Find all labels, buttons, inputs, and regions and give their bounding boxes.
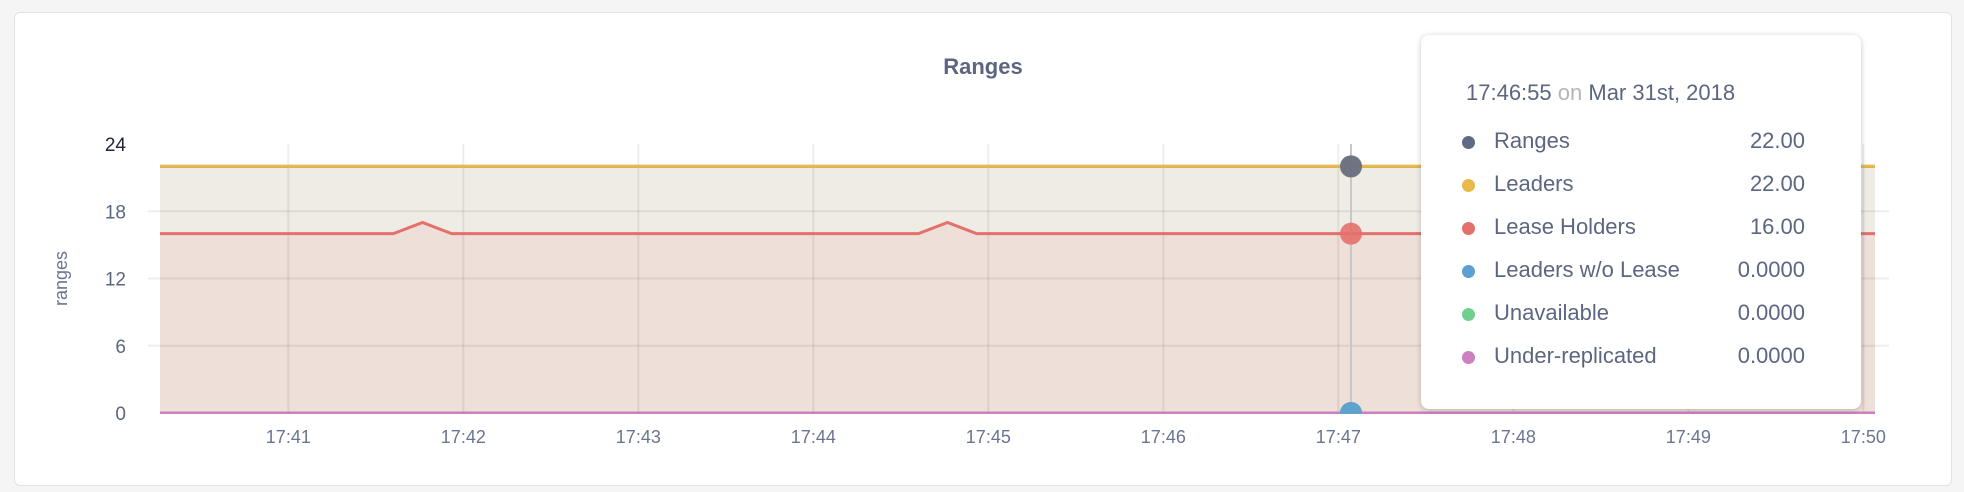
tooltip-row: Unavailable 0.0000 xyxy=(1455,300,1805,330)
tooltip-timestamp: 17:46:55 on Mar 31st, 2018 xyxy=(1466,80,1735,106)
hover-tooltip: 17:46:55 on Mar 31st, 2018 Ranges 22.00 Le… xyxy=(1421,35,1861,409)
x-tick-label: 17:49 xyxy=(1666,427,1711,447)
tooltip-row: Leaders 22.00 xyxy=(1455,171,1805,201)
tooltip-series-name: Under-replicated xyxy=(1494,343,1657,368)
hover-marker-lease-holders xyxy=(1340,222,1362,245)
y-tick-label: 12 xyxy=(105,270,126,291)
y-axis-label: ranges xyxy=(51,251,71,306)
tooltip-series-name: Leaders xyxy=(1494,171,1574,196)
tooltip-series-value: 22.00 xyxy=(1749,128,1805,153)
tooltip-row: Ranges 22.00 xyxy=(1455,128,1805,158)
legend-dot-icon xyxy=(1462,222,1475,235)
tooltip-series-name: Lease Holders xyxy=(1494,214,1636,239)
y-tick-label: 24 xyxy=(105,135,127,156)
tooltip-row: Lease Holders 16.00 xyxy=(1455,214,1805,244)
legend-dot-icon xyxy=(1462,179,1475,192)
x-tick-label: 17:45 xyxy=(966,427,1011,447)
tooltip-date: Mar 31st, 2018 xyxy=(1588,80,1736,105)
tooltip-series-value: 22.00 xyxy=(1749,171,1805,196)
x-tick-label: 17:50 xyxy=(1841,427,1886,447)
series-line-lease-holders xyxy=(160,220,1875,236)
x-tick-label: 17:44 xyxy=(791,427,836,447)
tooltip-series-name: Unavailable xyxy=(1494,300,1609,325)
tooltip-series-value: 0.0000 xyxy=(1737,257,1805,282)
tooltip-series-value: 16.00 xyxy=(1749,214,1805,239)
tooltip-row: Under-replicated 0.0000 xyxy=(1455,343,1805,373)
y-tick-label: 6 xyxy=(115,337,126,358)
y-tick-label: 0 xyxy=(115,404,126,425)
x-tick-label: 17:47 xyxy=(1316,427,1361,447)
tooltip-on: on xyxy=(1557,80,1583,105)
x-tick-label: 17:43 xyxy=(616,427,661,447)
y-tick-label: 18 xyxy=(105,202,126,223)
hover-marker-ranges xyxy=(1340,155,1362,178)
tooltip-series-name: Leaders w/o Lease xyxy=(1494,257,1680,282)
x-tick-label: 17:48 xyxy=(1491,427,1536,447)
tooltip-series-name: Ranges xyxy=(1494,128,1570,153)
tooltip-series-value: 0.0000 xyxy=(1737,343,1805,368)
legend-dot-icon xyxy=(1462,136,1475,149)
x-tick-label: 17:46 xyxy=(1141,427,1186,447)
x-tick-label: 17:42 xyxy=(441,427,486,447)
tooltip-time: 17:46:55 xyxy=(1466,80,1552,105)
legend-dot-icon xyxy=(1462,351,1475,364)
chart-title: Ranges xyxy=(943,54,1022,79)
legend-dot-icon xyxy=(1462,265,1475,278)
tooltip-series-value: 0.0000 xyxy=(1737,300,1805,325)
legend-dot-icon xyxy=(1462,308,1475,321)
baseline-mask xyxy=(150,414,1905,434)
tooltip-row: Leaders w/o Lease 0.0000 xyxy=(1455,257,1805,287)
x-tick-label: 17:41 xyxy=(266,427,311,447)
ranges-chart-card: Ranges ranges 0 6 12 18 24 17:41 17:42 17:43 17:44… xyxy=(14,12,1952,486)
